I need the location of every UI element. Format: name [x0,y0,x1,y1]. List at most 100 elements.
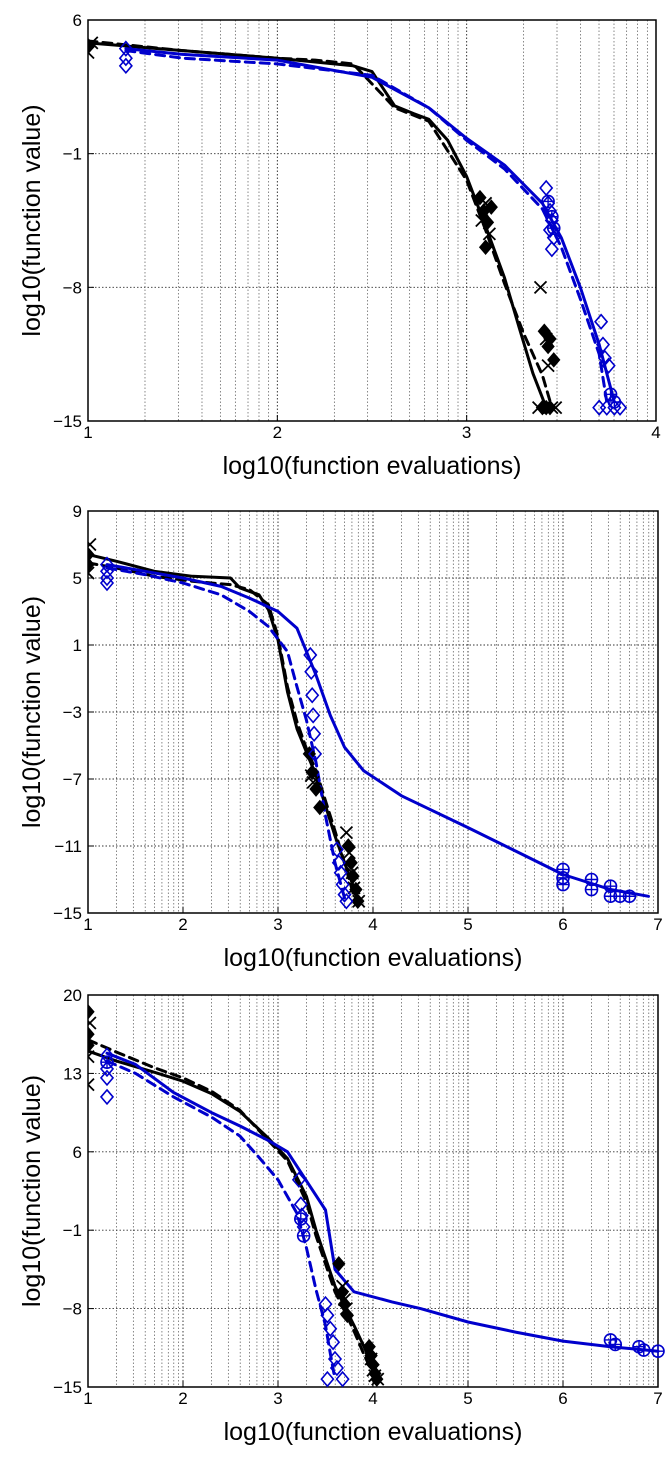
open-diamond-marker [544,240,559,258]
filled-diamond-marker [332,1256,346,1272]
open-diamond-marker [601,357,616,374]
x-tick-label: 7 [653,915,662,934]
circle-plus-cross [545,210,558,223]
filled-diamond-marker [543,399,557,416]
x-tick-label: 4 [651,423,660,442]
y-tick-label: 9 [73,502,82,521]
open-diamond-marker [539,179,554,197]
y-tick-label: 5 [73,569,82,588]
open-diamond-marker [304,663,319,681]
plot-area [88,36,628,416]
y-tick-label: −15 [53,904,82,923]
circle-plus-cross [609,1338,622,1351]
filled-diamond-marker [313,799,327,816]
x-tick-label: 2 [178,1389,187,1408]
series-line-2 [88,1038,380,1381]
y-tick-label: −15 [53,1378,82,1397]
y-tick-label: −1 [63,145,82,164]
series-line-4 [124,49,609,404]
open-diamond-marker [99,574,115,592]
x-axis-label: log10(function evaluations) [223,452,522,480]
open-diamond-marker [326,1333,341,1351]
x-axis-label: log10(function evaluations) [224,944,523,972]
open-diamond-marker [323,1320,338,1337]
series-line-3 [124,47,616,404]
filled-diamond-marker [341,838,355,854]
x-tick-label: 4 [368,1389,377,1408]
open-diamond-marker [335,1370,350,1388]
y-tick-label: −7 [63,770,82,789]
circle-plus-cross [623,890,636,903]
x-marker [88,1077,95,1092]
x-tick-label: 6 [558,915,567,934]
plot-area [88,1004,665,1388]
filled-diamond-marker [480,214,495,231]
series-line-3 [105,1051,660,1353]
open-diamond-marker [307,745,323,763]
y-tick-label: −1 [63,1221,82,1240]
circle-plus-cross [542,195,555,208]
x-tick-label: 5 [463,1389,472,1408]
y-tick-label: 1 [73,636,82,655]
filled-diamond-marker [478,239,493,256]
filled-diamond-marker [88,546,95,563]
x-tick-label: 4 [368,915,377,934]
y-axis-label: log10(function value) [18,104,46,336]
open-diamond-marker [99,1069,115,1087]
y-tick-label: −11 [54,837,82,856]
open-diamond-marker [118,57,133,75]
x-tick-label: 3 [273,1389,282,1408]
filled-diamond-marker [88,1037,95,1054]
circle-plus-cross [637,1344,650,1357]
series-line-2 [88,561,356,898]
y-tick-label: −3 [63,703,82,722]
x-tick-label: 1 [83,1389,92,1408]
filled-diamond-marker [543,331,557,347]
y-tick-label: 20 [63,986,82,1005]
filled-diamond-marker [88,38,95,55]
series-line-4 [105,1059,337,1381]
y-tick-label: 13 [63,1064,82,1083]
y-tick-label: 6 [73,1143,82,1162]
filled-diamond-marker [370,1371,384,1387]
open-diamond-marker [293,1196,308,1213]
y-axis-label: log10(function value) [18,596,46,828]
filled-diamond-marker [344,854,358,871]
circle-plus-cross [547,222,560,235]
filled-diamond-marker [351,893,365,910]
open-diamond-marker [306,707,321,724]
filled-diamond-marker [473,189,487,206]
open-diamond-marker [307,725,322,743]
x-tick-label: 1 [83,423,92,442]
open-diamond-marker [331,854,346,871]
circle-plus-cross [608,395,621,408]
filled-diamond-marker [88,1026,95,1042]
x-tick-label: 7 [653,1389,662,1408]
filled-diamond-marker [305,764,319,781]
filled-diamond-marker [484,199,498,215]
circle-plus-cross [101,1056,113,1069]
x-tick-label: 3 [273,915,282,934]
open-diamond-marker [305,687,320,704]
y-tick-label: −15 [53,412,82,431]
series-line-1 [88,1049,380,1381]
x-marker [88,1016,97,1030]
open-diamond-marker [597,349,612,367]
filled-diamond-marker [88,556,95,573]
chart-panel-2: 1 2 3 4 5 6 7 −15 −11 −7 −3 1 5 9 log10(function evalu… [18,502,663,972]
open-diamond-marker [118,49,133,67]
plot-area [88,537,650,910]
circle-plus-cross [585,883,598,896]
open-diamond-marker [595,336,611,353]
series-line-3 [105,563,650,898]
x-tick-label: 2 [273,423,282,442]
x-marker [482,227,497,241]
y-tick-label: −8 [63,1300,82,1319]
open-diamond-marker [118,40,133,57]
circle-plus-cross [294,1213,307,1225]
x-axis-label: log10(function evaluations) [224,1418,523,1446]
chart-panel-3: 1 2 3 4 5 6 7 −15 −8 −1 6 13 20 log10(function evalua… [18,986,665,1446]
open-diamond-marker [612,399,628,416]
open-diamond-marker [303,646,318,664]
